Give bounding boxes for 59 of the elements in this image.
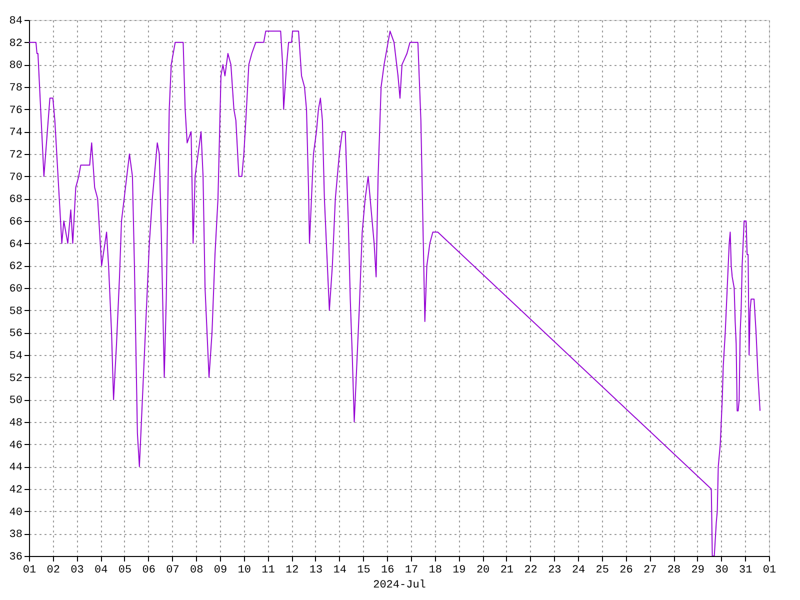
y-tick-label: 64 [9,238,23,251]
x-tick-label: 13 [309,564,323,576]
x-tick-label: 21 [500,564,514,576]
y-tick-label: 80 [9,60,22,72]
x-tick-label: 15 [357,564,370,576]
x-tick-label: 19 [452,564,466,576]
y-tick-label: 56 [9,328,22,340]
y-tick-label: 76 [9,104,22,117]
x-tick-label: 10 [238,564,251,576]
y-tick-label: 70 [9,172,22,184]
y-tick-label: 72 [9,150,22,162]
x-tick-label: 04 [94,564,108,576]
y-tick-label: 62 [9,261,22,274]
x-tick-label: 01 [22,564,36,576]
x-tick-label: 23 [548,564,562,576]
y-tick-label: 36 [9,552,22,564]
line-series [29,30,761,556]
y-tick-label: 52 [9,372,22,385]
y-tick-label: 58 [9,306,22,318]
x-tick-label: 16 [380,564,394,576]
x-tick-label: 25 [596,564,610,576]
y-tick-label: 78 [9,82,22,94]
x-tick-label: 05 [118,564,132,576]
y-tick-label: 54 [9,350,23,362]
y-tick-label: 82 [9,38,22,50]
x-tick-label: 24 [572,564,586,576]
y-tick-label: 68 [9,194,22,206]
x-tick-label: 29 [691,564,704,576]
x-tick-label: 28 [667,564,681,576]
x-tick-label: 01 [762,564,776,576]
x-tick-label: 30 [715,564,728,576]
x-tick-label: 18 [428,564,442,576]
x-tick-label: 03 [70,564,84,576]
y-tick-label: 50 [9,395,22,408]
y-tick-label: 84 [9,16,23,28]
x-tick-label: 20 [476,564,490,576]
x-axis-title: 2024-Jul [373,580,426,592]
x-tick-label: 08 [190,564,204,576]
x-tick-label: 09 [214,564,228,576]
y-tick-label: 38 [9,529,22,542]
y-tick-label: 48 [9,418,22,430]
x-tick-label: 22 [524,564,538,576]
x-tick-label: 17 [404,564,418,576]
x-tick-label: 14 [333,564,347,576]
y-tick-label: 44 [9,462,23,474]
y-tick-label: 66 [9,216,22,228]
x-tick-label: 06 [142,564,156,576]
x-tick-label: 07 [166,564,180,576]
y-tick-label: 74 [9,127,23,140]
x-tick-label: 26 [620,564,633,576]
y-tick-label: 46 [9,440,22,452]
x-tick-label: 27 [644,564,657,576]
x-tick-label: 02 [46,564,60,576]
y-tick-label: 42 [9,484,22,496]
x-tick-label: 11 [262,564,276,576]
y-tick-label: 40 [9,506,22,519]
x-tick-label: 12 [285,564,299,576]
x-tick-label: 31 [739,564,753,576]
y-tick-label: 60 [9,284,22,296]
